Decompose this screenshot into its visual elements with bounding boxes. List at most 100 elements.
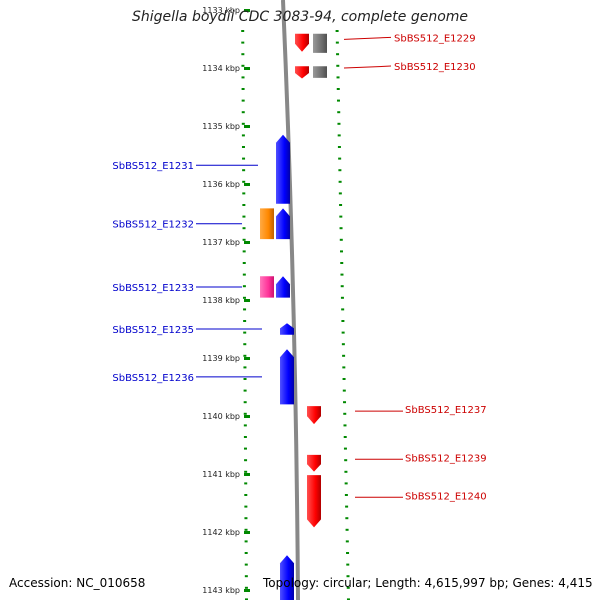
scale-tick-label: 1138 kbp xyxy=(202,296,240,305)
gene-label[interactable]: SbBS512_E1235 xyxy=(112,325,194,336)
gene-feature[interactable] xyxy=(307,406,321,425)
right-track-dot xyxy=(342,366,346,369)
gene-feature[interactable] xyxy=(280,555,294,600)
left-track-dot xyxy=(243,412,247,415)
gene-feature[interactable] xyxy=(313,33,327,53)
left-track-dot xyxy=(241,146,245,148)
scale-tick-label: 1135 kbp xyxy=(202,122,240,131)
right-track-dot xyxy=(338,169,342,172)
left-track-dot xyxy=(244,470,248,473)
right-track-dot xyxy=(343,447,347,450)
right-track-dot xyxy=(341,331,345,334)
right-track-dot xyxy=(343,401,347,404)
right-track-dot xyxy=(344,482,348,485)
gene-label[interactable]: SbBS512_E1231 xyxy=(112,161,194,172)
gene-feature[interactable] xyxy=(280,349,294,405)
scale-tick xyxy=(244,473,250,476)
gene-feature[interactable] xyxy=(276,276,290,298)
right-track-dot xyxy=(340,285,344,288)
gene-feature[interactable] xyxy=(276,134,290,204)
left-track-dot xyxy=(241,88,245,90)
left-track-dot xyxy=(241,134,245,137)
gene-label[interactable]: SbBS512_E1230 xyxy=(394,62,476,73)
scale-tick xyxy=(244,299,250,302)
right-track-dot xyxy=(346,586,350,589)
scale-tick-label: 1136 kbp xyxy=(202,180,240,189)
left-track-dot xyxy=(244,575,248,578)
right-track-dot xyxy=(337,146,341,148)
genome-backbone xyxy=(281,0,300,600)
gene-label[interactable]: SbBS512_E1233 xyxy=(112,283,194,294)
right-track-dot xyxy=(342,389,346,392)
gene-feature[interactable] xyxy=(295,33,309,52)
left-track-dot xyxy=(243,389,247,392)
right-track-dot xyxy=(344,470,348,473)
scale-tick xyxy=(244,9,250,12)
left-track-dot xyxy=(243,447,247,450)
right-track-dot xyxy=(340,250,344,253)
gene-labels: SbBS512_E1229 SbBS512_E1230 SbBS512_E1231 S… xyxy=(112,33,486,502)
right-track-dot xyxy=(340,296,344,299)
right-track-dot xyxy=(346,575,350,578)
gene-feature[interactable] xyxy=(260,208,274,240)
gene-label[interactable]: SbBS512_E1240 xyxy=(405,491,487,502)
right-track-dot xyxy=(341,308,345,311)
right-track-dot xyxy=(346,563,350,566)
right-track-dot xyxy=(336,88,340,90)
left-track-dot xyxy=(242,215,246,218)
left-track-dot xyxy=(242,296,246,299)
left-track-dot xyxy=(243,401,247,404)
left-track-dot xyxy=(243,366,247,369)
right-track-dot xyxy=(338,157,342,160)
gene-label-leader xyxy=(343,36,392,40)
gene-feature[interactable] xyxy=(276,208,290,240)
left-track-dot xyxy=(241,53,245,56)
right-track-dot xyxy=(336,99,340,102)
left-track-dot xyxy=(243,320,247,322)
scale-ticks: 1133 kbp 1134 kbp 1135 kbp 1136 kbp 1137 kbp… xyxy=(202,6,250,595)
right-track-dot xyxy=(345,528,349,531)
right-track-dot xyxy=(342,354,346,357)
gene-label[interactable]: SbBS512_E1236 xyxy=(112,373,194,384)
gene-feature[interactable] xyxy=(295,66,309,79)
left-track-dot xyxy=(242,273,246,276)
right-track-dot xyxy=(343,412,347,415)
left-track-dot xyxy=(244,540,248,543)
right-track-dot xyxy=(340,273,344,276)
gene-feature[interactable] xyxy=(307,454,321,472)
left-track-dot xyxy=(243,308,247,311)
gene-feature[interactable] xyxy=(280,323,294,335)
gene-label-leader xyxy=(343,65,392,69)
gene-feature[interactable] xyxy=(307,475,321,528)
right-track-dot xyxy=(339,215,343,218)
right-track-dot xyxy=(337,111,341,114)
left-track-dot xyxy=(241,111,245,114)
left-track-dot xyxy=(241,41,245,44)
gene-label[interactable]: SbBS512_E1229 xyxy=(394,33,476,44)
scale-tick-label: 1137 kbp xyxy=(202,238,240,247)
right-track-dot xyxy=(338,192,342,195)
left-track-dot xyxy=(244,517,248,520)
left-track-dot xyxy=(243,331,247,334)
left-track-dot xyxy=(242,262,246,264)
left-track-dot xyxy=(244,505,248,508)
scale-tick-label: 1141 kbp xyxy=(202,470,240,479)
left-track-dot xyxy=(242,238,246,241)
right-track-dot xyxy=(341,320,345,322)
gene-feature[interactable] xyxy=(313,66,327,78)
right-track-dot xyxy=(337,122,341,125)
gene-label[interactable]: SbBS512_E1232 xyxy=(112,220,194,231)
left-track-dot xyxy=(244,528,248,531)
track-dots xyxy=(241,30,350,600)
left-track-dot xyxy=(244,586,248,589)
gene-label[interactable]: SbBS512_E1239 xyxy=(405,453,487,464)
scale-tick xyxy=(244,357,250,360)
gene-label[interactable]: SbBS512_E1237 xyxy=(405,405,487,416)
right-track-dot xyxy=(337,134,341,137)
page-title: Shigella boydii CDC 3083-94, complete ge… xyxy=(131,9,469,25)
left-track-dot xyxy=(241,99,245,102)
left-track-dot xyxy=(244,552,248,554)
scale-tick-label: 1133 kbp xyxy=(202,6,240,15)
gene-feature[interactable] xyxy=(260,276,274,298)
